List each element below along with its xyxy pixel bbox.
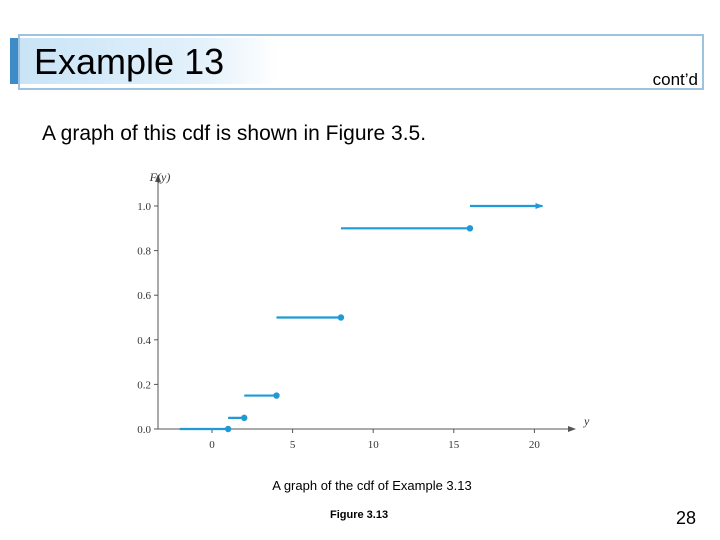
title-highlight	[20, 38, 278, 84]
slide-title: Example 13	[34, 41, 225, 82]
cdf-jump-point	[337, 314, 345, 321]
x-tick-label: 20	[529, 439, 541, 451]
cdf-chart: 0.0 0.2 0.4 0.6 0.8 1.0 0 5 10 15 20 F(y) y	[137, 170, 590, 451]
continued-label: cont’d	[652, 70, 698, 89]
cdf-jump-point	[241, 414, 248, 422]
x-tick-label: 5	[290, 439, 296, 451]
figure-reference: Figure 3.13	[330, 509, 389, 521]
x-axis-label: y	[583, 414, 590, 428]
cdf-jump-point	[273, 392, 280, 399]
page-number: 28	[675, 508, 696, 528]
y-axis-label: F(y)	[149, 170, 171, 184]
cdf-jump-point	[466, 225, 474, 232]
y-tick-label: 0.8	[137, 246, 151, 258]
y-tick-label: 0.6	[137, 290, 151, 302]
cdf-jump-point	[224, 425, 232, 433]
y-tick-label: 0.2	[137, 379, 151, 391]
y-tick-label: 0.0	[137, 424, 151, 436]
title-accent-bar	[10, 38, 20, 84]
y-tick-label: 1.0	[137, 201, 151, 213]
x-tick-label: 10	[368, 439, 380, 451]
x-tick-label: 0	[209, 439, 215, 451]
intro-text: A graph of this cdf is shown in Figure 3…	[42, 122, 427, 145]
title-frame	[18, 34, 704, 90]
figure-caption: A graph of the cdf of Example 3.13	[272, 478, 472, 493]
x-tick-label: 15	[448, 439, 460, 451]
y-tick-label: 0.4	[137, 335, 151, 347]
